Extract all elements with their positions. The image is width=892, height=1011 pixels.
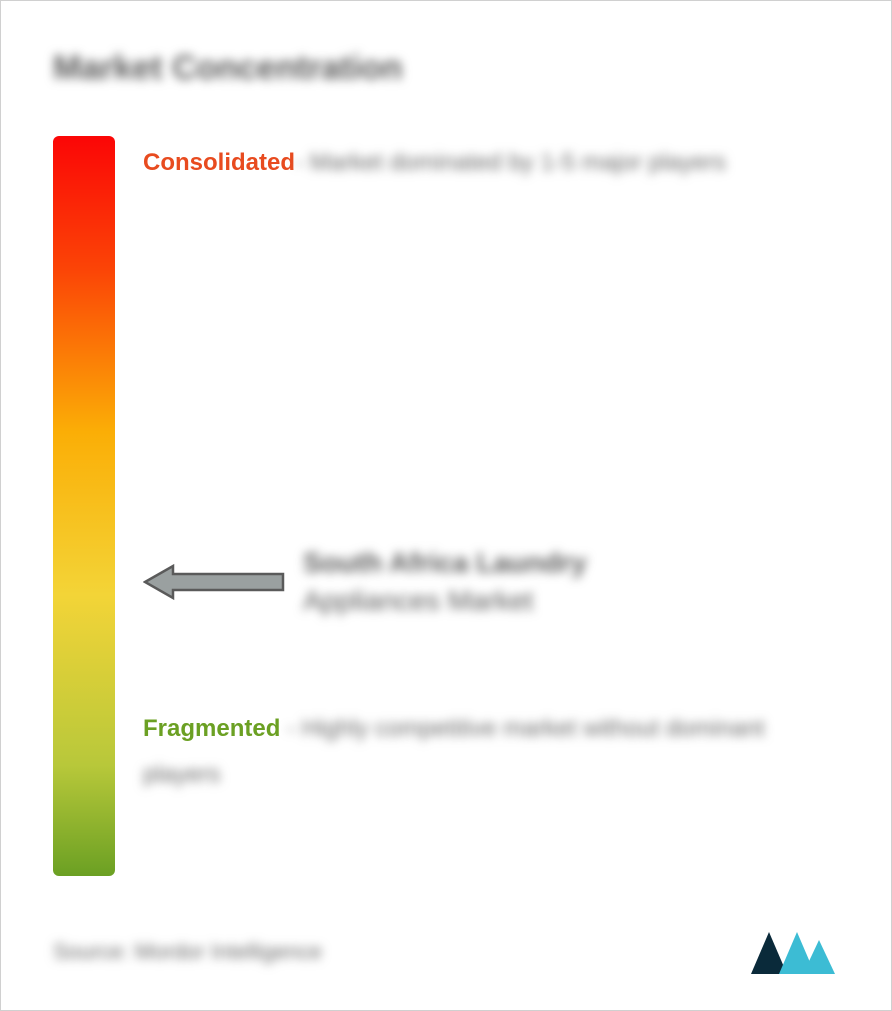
- brand-logo-icon: [747, 926, 839, 978]
- source-text: Source: Mordor Intelligence: [53, 939, 322, 965]
- footer: Source: Mordor Intelligence: [53, 926, 839, 978]
- consolidated-label: Consolidated- Market dominated by 1-5 ma…: [143, 140, 839, 186]
- consolidated-description: - Market dominated by 1-5 major players: [295, 149, 726, 176]
- consolidated-keyword: Consolidated: [143, 149, 295, 176]
- arrow-left-icon: [143, 560, 285, 604]
- infographic-container: Market Concentration Consolidated- Marke…: [0, 0, 892, 1011]
- market-pointer: South Africa Laundry Appliances Market: [143, 544, 587, 620]
- concentration-scale-bar: [53, 136, 115, 876]
- market-name-line1: South Africa Laundry: [303, 544, 587, 582]
- market-name: South Africa Laundry Appliances Market: [303, 544, 587, 620]
- text-column: Consolidated- Market dominated by 1-5 ma…: [143, 136, 839, 906]
- market-name-line2: Appliances Market: [303, 582, 587, 620]
- content-row: Consolidated- Market dominated by 1-5 ma…: [53, 136, 839, 906]
- page-title: Market Concentration: [53, 49, 839, 88]
- fragmented-label: Fragmented - Highly competitive market w…: [143, 706, 819, 797]
- fragmented-keyword: Fragmented: [143, 715, 280, 742]
